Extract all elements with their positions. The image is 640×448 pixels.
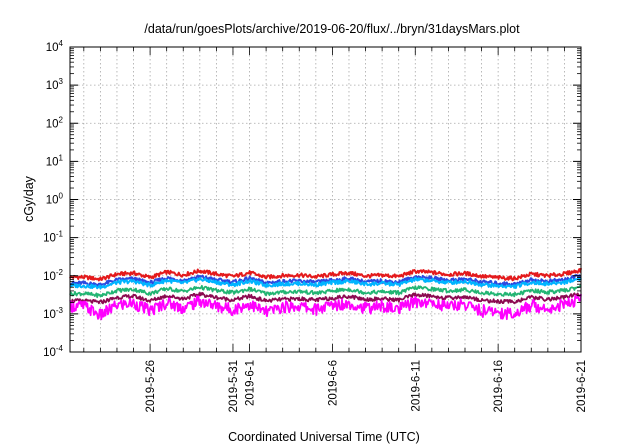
- y-tick-exponent: 3: [59, 77, 64, 86]
- y-tick-base: 10: [46, 42, 59, 54]
- series-line: [69, 292, 582, 305]
- x-axis-label: Coordinated Universal Time (UTC): [228, 430, 420, 444]
- x-tick-label: 2019-6-16: [493, 360, 505, 412]
- y-tick-base: 10: [46, 118, 59, 130]
- y-axis-label: cGy/day: [22, 175, 36, 222]
- series-line: [69, 267, 582, 282]
- y-tick-base: 10: [46, 195, 59, 207]
- y-tick-exponent: 2: [59, 115, 64, 124]
- chart-title: /data/run/goesPlots/archive/2019-06-20/f…: [144, 22, 520, 36]
- series-layer: [69, 267, 582, 321]
- x-tick-labels: 2019-5-26 2019-5-31 2019-6-1 2019-6-6 2019-6…: [145, 360, 588, 412]
- plot-frame: [69, 46, 582, 353]
- y-tick-base: 10: [43, 233, 56, 245]
- x-tick-label: 2019-6-11: [410, 360, 422, 412]
- x-tick-label: 2019-6-21: [576, 360, 588, 412]
- y-tick-exponent: -1: [56, 230, 64, 239]
- y-tick-exponent: 0: [59, 192, 64, 201]
- series-line: [69, 276, 582, 290]
- y-tick-base: 10: [43, 347, 56, 359]
- y-tick-exponent: -4: [56, 344, 64, 353]
- y-tick-base: 10: [46, 80, 59, 92]
- x-tick-label: 2019-6-6: [327, 360, 339, 406]
- y-tick-exponent: 1: [59, 153, 64, 162]
- y-tick-label: 104: [46, 39, 64, 54]
- y-tick-label: 102: [46, 115, 64, 130]
- series-line: [69, 284, 582, 299]
- x-tick-label: 2019-6-1: [245, 360, 257, 406]
- y-tick-exponent: -2: [56, 268, 64, 277]
- y-tick-base: 10: [46, 156, 59, 168]
- series-line: [69, 294, 582, 321]
- y-tick-label: 10-2: [43, 268, 63, 283]
- y-tick-label: 100: [46, 192, 64, 207]
- y-tick-label: 10-3: [43, 306, 63, 321]
- grid: [70, 47, 581, 352]
- y-tick-base: 10: [43, 271, 56, 283]
- y-tick-exponent: -3: [56, 306, 64, 315]
- x-tick-label: 2019-5-26: [145, 360, 157, 412]
- y-tick-base: 10: [43, 309, 56, 321]
- y-tick-label: 10-4: [43, 344, 63, 359]
- x-tick-label: 2019-5-31: [228, 360, 240, 412]
- series-line: [69, 274, 582, 288]
- y-tick-label: 103: [46, 77, 64, 92]
- y-tick-label: 101: [46, 153, 64, 168]
- y-tick-exponent: 4: [59, 39, 64, 48]
- y-tick-label: 10-1: [43, 230, 63, 245]
